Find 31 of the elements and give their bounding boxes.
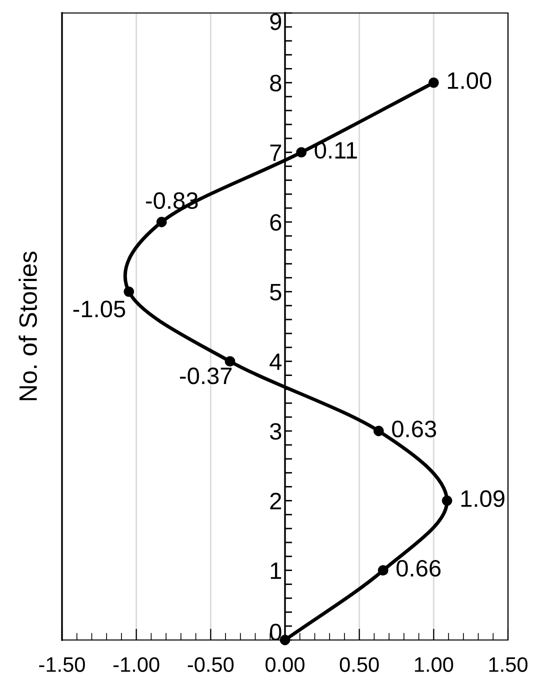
point (442, 495, 452, 506)
point (373, 426, 384, 436)
x-tick-label: 1.00 (414, 657, 454, 672)
y-tick-label: 3 (270, 423, 282, 440)
point (224, 356, 236, 367)
y-axis-title: No. of Stories (18, 252, 37, 400)
y-tick-label: 1 (270, 562, 282, 579)
point (296, 147, 307, 158)
y-tick-label: 7 (270, 144, 282, 161)
point (124, 286, 134, 297)
x-tick-label: -1.00 (114, 657, 160, 672)
y-tick-label: 8 (270, 74, 282, 92)
point (428, 77, 439, 88)
x-tick-label: 0.50 (340, 657, 379, 672)
y-tick-label: 2 (270, 492, 282, 510)
annotation: 1.09 (461, 490, 504, 508)
x-tick-label: 0.00 (266, 657, 304, 672)
point (378, 565, 388, 576)
annotation: -0.37 (180, 368, 232, 384)
y-tick-label: 4 (270, 354, 282, 370)
annotation: -1.05 (73, 300, 126, 318)
y-tick-label: 9 (270, 13, 282, 30)
x-tick-label: 1.50 (489, 657, 528, 672)
y-tick-label: 5 (270, 284, 282, 300)
y-tick-label: 6 (270, 214, 282, 231)
annotation: 1.00 (448, 72, 492, 90)
annotation: 0.66 (396, 560, 441, 577)
x-tick-label: -0.50 (188, 657, 234, 672)
point (156, 216, 167, 228)
annotation: 0.63 (392, 420, 436, 438)
x-tick-label: -1.50 (39, 657, 85, 672)
